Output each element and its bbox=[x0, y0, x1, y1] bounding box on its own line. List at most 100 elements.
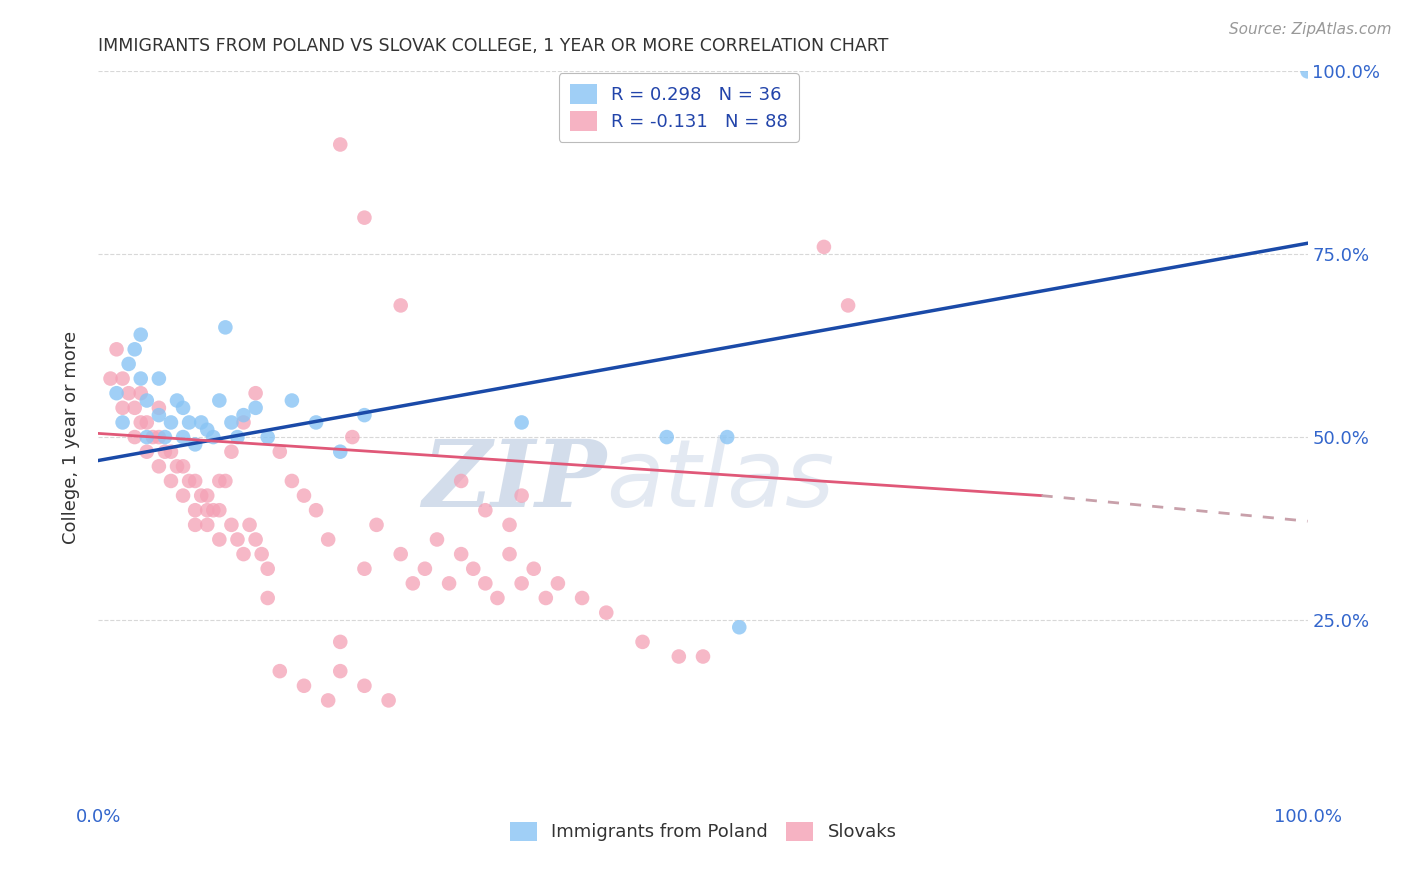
Point bbox=[148, 371, 170, 385]
Point bbox=[389, 547, 412, 561]
Point bbox=[256, 591, 278, 605]
Point bbox=[190, 416, 212, 430]
Point bbox=[208, 393, 231, 408]
Point bbox=[437, 576, 460, 591]
Point bbox=[184, 517, 207, 532]
Point bbox=[510, 489, 533, 503]
Point bbox=[118, 386, 141, 401]
Point bbox=[221, 517, 243, 532]
Point bbox=[111, 401, 134, 415]
Point bbox=[353, 679, 375, 693]
Point bbox=[184, 503, 207, 517]
Point bbox=[202, 503, 225, 517]
Point bbox=[250, 547, 273, 561]
Point bbox=[135, 444, 157, 458]
Point bbox=[221, 416, 243, 430]
Point bbox=[389, 298, 412, 312]
Point bbox=[172, 459, 194, 474]
Point bbox=[135, 416, 157, 430]
Point bbox=[366, 517, 388, 532]
Point bbox=[305, 416, 328, 430]
Point bbox=[329, 137, 352, 152]
Point bbox=[1296, 64, 1319, 78]
Legend: Immigrants from Poland, Slovaks: Immigrants from Poland, Slovaks bbox=[502, 814, 904, 848]
Point bbox=[353, 408, 375, 422]
Point bbox=[160, 444, 183, 458]
Point bbox=[105, 343, 128, 357]
Y-axis label: College, 1 year or more: College, 1 year or more bbox=[62, 331, 80, 543]
Point bbox=[292, 489, 315, 503]
Point bbox=[631, 635, 654, 649]
Point bbox=[595, 606, 617, 620]
Point bbox=[450, 547, 472, 561]
Point bbox=[208, 533, 231, 547]
Point bbox=[129, 416, 152, 430]
Point bbox=[100, 371, 122, 385]
Point bbox=[232, 416, 254, 430]
Point bbox=[226, 533, 249, 547]
Point bbox=[142, 430, 165, 444]
Point bbox=[329, 664, 352, 678]
Point bbox=[148, 408, 170, 422]
Point bbox=[668, 649, 690, 664]
Point bbox=[124, 401, 146, 415]
Point bbox=[202, 430, 225, 444]
Point bbox=[342, 430, 364, 444]
Point bbox=[172, 489, 194, 503]
Point bbox=[129, 327, 152, 342]
Point bbox=[208, 474, 231, 488]
Text: atlas: atlas bbox=[606, 435, 835, 526]
Point bbox=[232, 408, 254, 422]
Point bbox=[111, 416, 134, 430]
Point bbox=[184, 474, 207, 488]
Point bbox=[316, 533, 339, 547]
Point bbox=[523, 562, 546, 576]
Point bbox=[124, 343, 146, 357]
Point bbox=[148, 430, 170, 444]
Point bbox=[184, 437, 207, 451]
Point bbox=[195, 517, 218, 532]
Point bbox=[172, 401, 194, 415]
Point bbox=[837, 298, 859, 312]
Text: ZIP: ZIP bbox=[422, 436, 606, 526]
Point bbox=[160, 474, 183, 488]
Point bbox=[377, 693, 399, 707]
Point bbox=[105, 386, 128, 401]
Point bbox=[353, 562, 375, 576]
Point bbox=[655, 430, 678, 444]
Point bbox=[292, 679, 315, 693]
Point bbox=[172, 430, 194, 444]
Point bbox=[208, 503, 231, 517]
Point bbox=[148, 459, 170, 474]
Point bbox=[166, 459, 188, 474]
Point bbox=[402, 576, 425, 591]
Point bbox=[179, 474, 201, 488]
Point bbox=[486, 591, 509, 605]
Point bbox=[160, 416, 183, 430]
Point bbox=[329, 444, 352, 458]
Point bbox=[195, 503, 218, 517]
Point bbox=[153, 444, 176, 458]
Point bbox=[413, 562, 436, 576]
Point bbox=[716, 430, 738, 444]
Point bbox=[498, 517, 520, 532]
Point bbox=[195, 423, 218, 437]
Point bbox=[474, 503, 496, 517]
Point bbox=[329, 635, 352, 649]
Point bbox=[534, 591, 557, 605]
Point bbox=[316, 693, 339, 707]
Point bbox=[305, 503, 328, 517]
Point bbox=[129, 386, 152, 401]
Point bbox=[463, 562, 485, 576]
Point bbox=[179, 416, 201, 430]
Point bbox=[245, 401, 267, 415]
Point bbox=[450, 474, 472, 488]
Point bbox=[190, 489, 212, 503]
Point bbox=[135, 430, 157, 444]
Point bbox=[510, 576, 533, 591]
Point bbox=[214, 474, 236, 488]
Point bbox=[232, 547, 254, 561]
Point bbox=[353, 211, 375, 225]
Point bbox=[111, 371, 134, 385]
Point bbox=[245, 386, 267, 401]
